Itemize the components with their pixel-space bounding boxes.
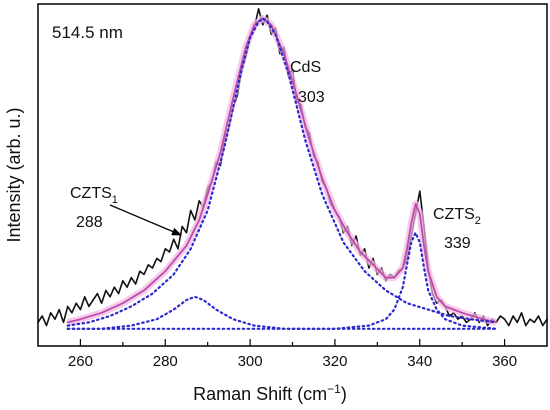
x-tick-label-280: 280 xyxy=(153,353,178,370)
chart-title-wavelength: 514.5 nm xyxy=(52,23,123,42)
label-czts2-value: 339 xyxy=(444,235,471,252)
x-tick-label-300: 300 xyxy=(238,353,263,370)
label-czts1-value: 288 xyxy=(76,214,103,231)
label-czts1-name: CZTS1 xyxy=(70,185,118,206)
czts1-pointer-arrow xyxy=(109,204,182,236)
x-axis-ticks: 260 280 300 320 340 360 xyxy=(68,339,517,370)
series-line-1-solid-magenta xyxy=(66,17,497,324)
label-cds-value: 303 xyxy=(298,89,325,106)
x-tick-label-320: 320 xyxy=(322,353,347,370)
x-tick-label-340: 340 xyxy=(407,353,432,370)
plot-area xyxy=(37,8,548,330)
fit-curve-glow xyxy=(66,14,497,326)
y-axis-title: Intensity (arb. u.) xyxy=(4,107,24,242)
series-line-0-solid-black xyxy=(37,8,548,327)
x-tick-label-360: 360 xyxy=(492,353,517,370)
x-axis-title: Raman Shift (cm−1) xyxy=(193,382,347,404)
label-cds-name: CdS xyxy=(290,59,321,76)
series-line-2-dotted-blue xyxy=(66,17,498,327)
series-line-4-dotted-blue xyxy=(66,231,498,330)
series-line-3-dotted-blue xyxy=(66,295,498,330)
x-tick-label-260: 260 xyxy=(68,353,93,370)
label-czts2-name: CZTS2 xyxy=(433,206,481,227)
plot-frame xyxy=(37,3,548,347)
